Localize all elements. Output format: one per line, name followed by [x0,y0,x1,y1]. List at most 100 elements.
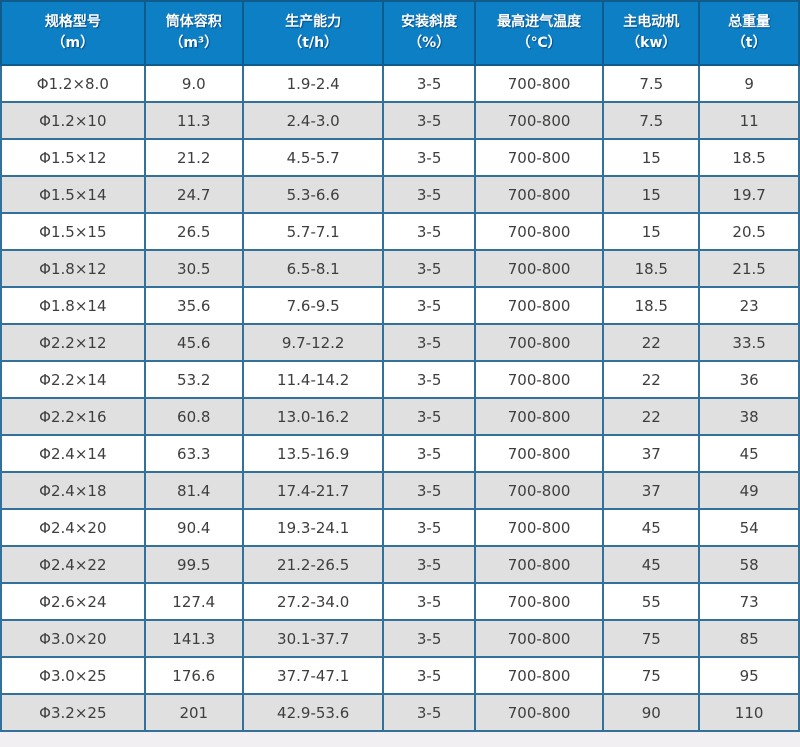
table-row: Φ2.6×24 127.4 27.2-34.0 3-5 700-800 55 73 [0,582,800,621]
table-cell-max-inlet-temp: 700-800 [473,397,605,436]
table-cell-max-inlet-temp: 700-800 [473,175,605,214]
table-cell-total-weight: 45 [698,434,800,473]
table-cell-max-inlet-temp: 700-800 [473,138,605,177]
column-unit: （t/h） [288,35,339,51]
table-row: Φ1.2×10 11.3 2.4-3.0 3-5 700-800 7.5 11 [0,101,800,140]
table-cell-volume: 127.4 [143,582,244,621]
column-unit: （%） [408,35,451,51]
table-cell-total-weight: 33.5 [698,323,800,362]
table-cell-total-weight: 20.5 [698,212,800,251]
table-row: Φ2.2×12 45.6 9.7-12.2 3-5 700-800 22 33.5 [0,323,800,362]
column-header-volume: 筒体容积 （m³） [143,0,244,66]
table-cell-slope: 3-5 [382,212,476,251]
column-label: 主电动机 [623,14,680,30]
table-cell-max-inlet-temp: 700-800 [473,471,605,510]
table-cell-model: Φ1.5×12 [0,138,146,177]
table-cell-volume: 30.5 [143,249,244,288]
table-row: Φ3.0×20 141.3 30.1-37.7 3-5 700-800 75 85 [0,619,800,658]
table-cell-model: Φ3.0×20 [0,619,146,658]
table-cell-slope: 3-5 [382,138,476,177]
spec-table-body: Φ1.2×8.0 9.0 1.9-2.4 3-5 700-800 7.5 9 Φ1.2×10 1… [0,64,800,732]
table-cell-total-weight: 110 [698,693,800,732]
table-row: Φ1.8×12 30.5 6.5-8.1 3-5 700-800 18.5 21.5 [0,249,800,288]
table-cell-model: Φ1.8×12 [0,249,146,288]
table-cell-main-motor: 15 [602,175,701,214]
table-cell-volume: 26.5 [143,212,244,251]
table-cell-main-motor: 22 [602,360,701,399]
table-cell-capacity: 5.3-6.6 [241,175,385,214]
table-cell-total-weight: 38 [698,397,800,436]
table-cell-main-motor: 75 [602,656,701,695]
table-cell-model: Φ2.2×16 [0,397,146,436]
table-cell-slope: 3-5 [382,508,476,547]
table-cell-max-inlet-temp: 700-800 [473,545,605,584]
table-cell-capacity: 42.9-53.6 [241,693,385,732]
table-cell-volume: 53.2 [143,360,244,399]
table-cell-total-weight: 85 [698,619,800,658]
table-cell-slope: 3-5 [382,64,476,103]
table-cell-slope: 3-5 [382,360,476,399]
table-cell-max-inlet-temp: 700-800 [473,508,605,547]
table-row: Φ2.4×20 90.4 19.3-24.1 3-5 700-800 45 54 [0,508,800,547]
table-cell-max-inlet-temp: 700-800 [473,360,605,399]
table-cell-slope: 3-5 [382,249,476,288]
table-cell-slope: 3-5 [382,323,476,362]
table-cell-model: Φ1.5×15 [0,212,146,251]
column-header-max-inlet-temp: 最高进气温度 （℃） [473,0,605,66]
table-cell-capacity: 27.2-34.0 [241,582,385,621]
table-cell-max-inlet-temp: 700-800 [473,249,605,288]
spec-table: 规格型号 （m） 筒体容积 （m³） 生产能力 （t/h） 安装斜度 （%） 最高进气温度 （℃）… [0,0,800,732]
column-unit: （m） [51,35,95,51]
table-cell-capacity: 2.4-3.0 [241,101,385,140]
table-cell-volume: 81.4 [143,471,244,510]
column-unit: （kw） [626,35,677,51]
table-cell-capacity: 5.7-7.1 [241,212,385,251]
table-row: Φ1.8×14 35.6 7.6-9.5 3-5 700-800 18.5 23 [0,286,800,325]
table-cell-volume: 45.6 [143,323,244,362]
table-cell-slope: 3-5 [382,434,476,473]
table-cell-total-weight: 54 [698,508,800,547]
table-cell-total-weight: 18.5 [698,138,800,177]
table-row: Φ1.5×15 26.5 5.7-7.1 3-5 700-800 15 20.5 [0,212,800,251]
table-cell-capacity: 6.5-8.1 [241,249,385,288]
table-cell-total-weight: 95 [698,656,800,695]
column-label: 最高进气温度 [497,14,582,30]
table-cell-model: Φ2.6×24 [0,582,146,621]
table-cell-main-motor: 45 [602,508,701,547]
table-cell-volume: 21.2 [143,138,244,177]
table-cell-main-motor: 22 [602,397,701,436]
table-row: Φ2.4×18 81.4 17.4-21.7 3-5 700-800 37 49 [0,471,800,510]
table-row: Φ3.0×25 176.6 37.7-47.1 3-5 700-800 75 95 [0,656,800,695]
table-cell-capacity: 1.9-2.4 [241,64,385,103]
table-cell-main-motor: 18.5 [602,249,701,288]
table-cell-volume: 60.8 [143,397,244,436]
table-cell-volume: 35.6 [143,286,244,325]
table-cell-total-weight: 36 [698,360,800,399]
column-header-model: 规格型号 （m） [0,0,146,66]
table-cell-model: Φ2.4×22 [0,545,146,584]
table-cell-model: Φ2.2×14 [0,360,146,399]
table-row: Φ1.2×8.0 9.0 1.9-2.4 3-5 700-800 7.5 9 [0,64,800,103]
spec-table-head: 规格型号 （m） 筒体容积 （m³） 生产能力 （t/h） 安装斜度 （%） 最高进气温度 （℃）… [0,0,800,66]
table-cell-max-inlet-temp: 700-800 [473,582,605,621]
column-unit: （m³） [169,35,219,51]
table-cell-volume: 63.3 [143,434,244,473]
table-cell-capacity: 13.5-16.9 [241,434,385,473]
column-header-slope: 安装斜度 （%） [382,0,476,66]
table-cell-slope: 3-5 [382,693,476,732]
table-row: Φ2.2×14 53.2 11.4-14.2 3-5 700-800 22 36 [0,360,800,399]
table-cell-slope: 3-5 [382,286,476,325]
table-cell-model: Φ3.0×25 [0,656,146,695]
column-header-capacity: 生产能力 （t/h） [241,0,385,66]
table-cell-model: Φ2.2×12 [0,323,146,362]
table-cell-volume: 141.3 [143,619,244,658]
table-cell-model: Φ2.4×18 [0,471,146,510]
column-unit: （℃） [516,35,562,51]
table-cell-max-inlet-temp: 700-800 [473,693,605,732]
column-header-total-weight: 总重量 （t） [698,0,800,66]
table-cell-slope: 3-5 [382,101,476,140]
table-cell-slope: 3-5 [382,471,476,510]
table-cell-main-motor: 18.5 [602,286,701,325]
table-cell-main-motor: 45 [602,545,701,584]
table-cell-total-weight: 9 [698,64,800,103]
